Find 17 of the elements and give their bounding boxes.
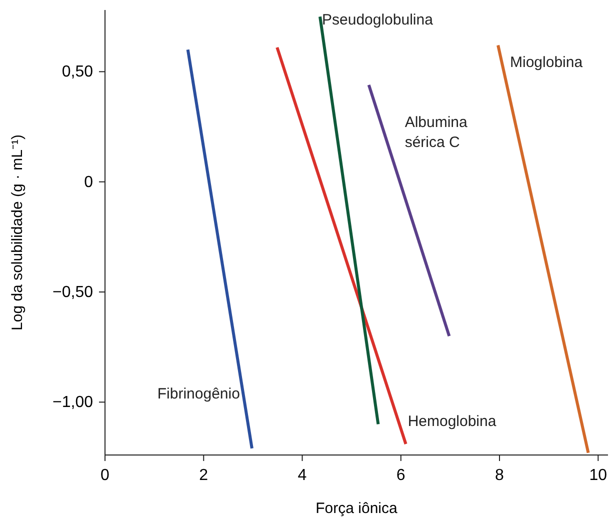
y-tick-label: −0,50	[52, 284, 94, 301]
series-label: Pseudoglobulina	[322, 12, 434, 29]
y-tick-label: 0,50	[62, 64, 94, 81]
series-label: Albumina sérica C	[404, 114, 468, 151]
x-tick-label: 10	[589, 467, 608, 484]
x-tick-label: 0	[100, 467, 110, 484]
series-label: Hemoglobina	[408, 412, 497, 430]
y-tick-label: 0	[84, 174, 94, 191]
x-tick-label: 2	[199, 467, 208, 484]
series-label: Mioglobina	[510, 54, 584, 72]
x-axis-title: Força iônica	[316, 500, 398, 517]
x-tick-label: 8	[495, 467, 504, 484]
y-tick-label: −1,00	[52, 394, 94, 412]
y-axis-title: Log da solubilidade (g · mL⁻¹)	[9, 134, 26, 330]
series-label: Fibrinogênio	[157, 385, 240, 402]
x-tick-label: 6	[396, 467, 406, 484]
x-tick-label: 4	[298, 467, 307, 484]
